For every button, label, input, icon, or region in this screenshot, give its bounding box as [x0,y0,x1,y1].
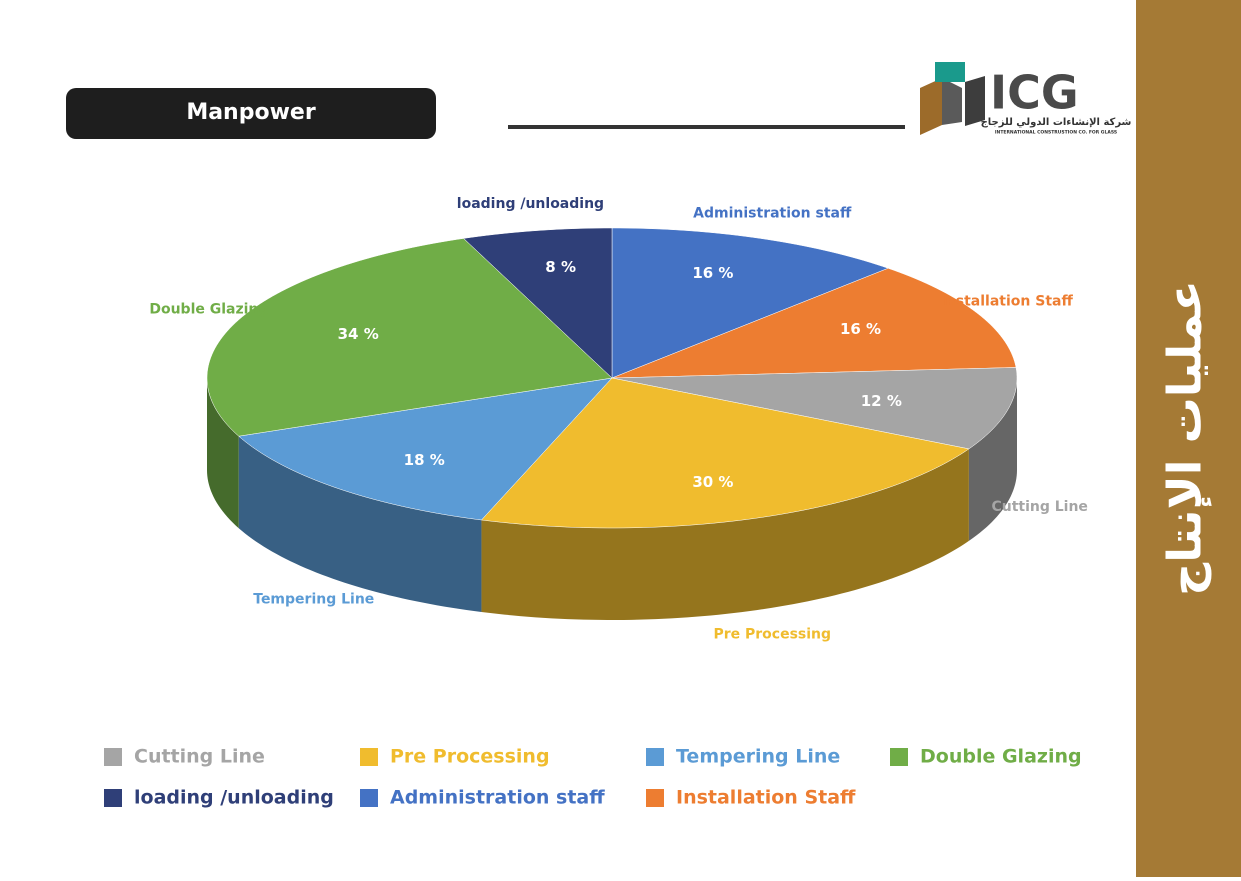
value-label: 16 % [840,320,881,338]
value-label: 34 % [338,325,379,343]
slice-label: loading /unloading [457,196,604,212]
slice-side [481,448,969,620]
slice-side [968,378,1017,541]
slice [480,377,970,529]
value-label: 12 % [861,392,902,410]
sidebar [1136,0,1241,877]
legend-swatch [646,789,664,807]
pie: 16 % Administration staff 16 % Installation… [149,196,1088,643]
slice-label: Installation Staff [941,294,1074,310]
legend-swatch [104,789,122,807]
logo-mark: ICG [990,66,1079,120]
slice-label: Double Glazing [149,301,268,317]
legend-label: Pre Processing [390,746,550,768]
slice-label: Tempering Line [253,591,374,607]
title-box [66,88,436,139]
slice-side [238,436,482,612]
value-label: 30 % [692,473,733,491]
value-label: 18 % [404,451,445,469]
slice-side [207,378,239,529]
chart-title: Manpower [186,100,316,125]
sidebar-title: عمليات الإنتاج [1158,280,1212,596]
legend-swatch [890,748,908,766]
logo-shape [965,76,985,126]
logo-shape [920,78,942,135]
legend-label: loading /unloading [134,787,334,809]
legend-swatch [646,748,664,766]
logo-english: INTERNATIONAL CONSTRUSTION CO. FOR GLASS [995,130,1117,136]
slice-label: Cutting Line [991,499,1087,515]
slice [463,227,613,379]
value-label: 8 % [545,258,576,276]
legend-swatch [360,748,378,766]
legend-label: Double Glazing [920,746,1082,768]
slice [238,377,613,521]
slice [611,367,1018,450]
legend: Cutting Line Pre Processing Tempering Line… [104,746,1082,809]
legend-label: Administration staff [390,787,605,809]
legend-label: Installation Staff [676,787,856,809]
value-label: 16 % [692,264,733,282]
legend-label: Cutting Line [134,746,265,768]
slice [611,227,889,379]
slice [206,238,613,437]
logo-shape [942,78,962,125]
logo-arabic: شركة الإنشاءات الدولي للزجاج [981,117,1132,128]
slice [611,268,1017,379]
legend-swatch [360,789,378,807]
logo-shape [935,62,965,82]
legend-label: Tempering Line [676,746,840,768]
slice-label: Pre Processing [713,627,831,643]
slice-label: Administration staff [693,205,852,221]
legend-swatch [104,748,122,766]
logo: ICG شركة الإنشاءات الدولي للزجاج INTERNA… [920,62,1132,136]
